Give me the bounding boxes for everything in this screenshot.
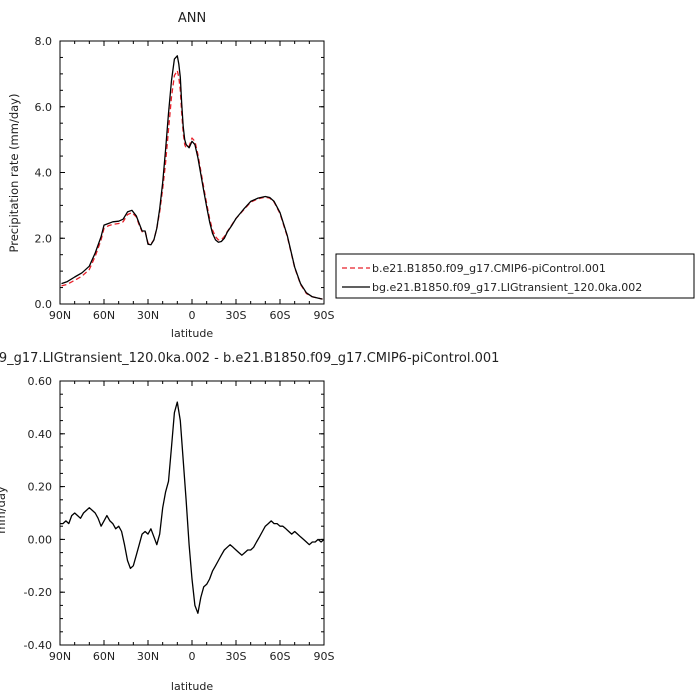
x-tick-label: 90S — [314, 309, 335, 322]
x-tick-label: 60N — [93, 650, 115, 663]
x-tick-label: 90N — [49, 309, 71, 322]
y-tick-label: 0.20 — [28, 481, 53, 494]
y-tick-label: 2.0 — [35, 232, 53, 245]
x-tick-label: 60N — [93, 309, 115, 322]
x-tick-label: 60S — [270, 309, 291, 322]
y-tick-label: 0.40 — [28, 428, 53, 441]
bottom-y-axis-label: mm/day — [0, 486, 8, 534]
x-tick-label: 60S — [270, 650, 291, 663]
top-x-axis-label: latitude — [171, 327, 213, 340]
top-panel: ANN Precipitation rate (mm/day) latitude… — [7, 11, 335, 340]
bottom-panel: bg.e21.B1850.f09_g17.LIGtransient_120.0k… — [0, 351, 499, 693]
x-tick-label: 0 — [189, 309, 196, 322]
x-tick-label: 0 — [189, 650, 196, 663]
x-tick-label: 30S — [226, 309, 247, 322]
series-line-0ka — [61, 55, 323, 300]
series-line-cmip6-picontrol — [61, 69, 323, 300]
legend: b.e21.B1850.f09_g17.CMIP6-piControl.001 … — [335, 253, 695, 299]
bottom-x-axis-label: latitude — [171, 680, 213, 693]
bottom-axis-ticks: 90N 60N 30N 0 30S 60S 90S -0.40 -0.20 0.00 0.20 0.4… — [24, 375, 335, 663]
y-tick-label: 0.0 — [35, 298, 53, 311]
legend-box — [335, 253, 695, 299]
bottom-plot-frame — [59, 380, 325, 646]
bottom-chart-title: bg.e21.B1850.f09_g17.LIGtransient_120.0k… — [0, 351, 499, 366]
x-tick-label: 90S — [314, 650, 335, 663]
y-tick-label: 4.0 — [35, 167, 53, 180]
top-axis-ticks: 90N 60N 30N 0 30S 60S 90S 0.0 2.0 4.0 6.0 8.0 — [35, 35, 335, 322]
y-tick-label: -0.20 — [24, 586, 52, 599]
y-tick-label: 0.60 — [28, 375, 53, 388]
legend-entry-picontrol: b.e21.B1850.f09_g17.CMIP6-piControl.001 — [372, 262, 606, 275]
y-tick-label: -0.40 — [24, 639, 52, 652]
y-tick-label: 8.0 — [35, 35, 53, 48]
top-series-lines — [61, 55, 323, 300]
y-tick-label: 6.0 — [35, 101, 53, 114]
legend-entry-ligtransient: bg.e21.B1850.f09_g17.LIGtransient_120.0k… — [372, 281, 642, 294]
y-tick-label: 0.00 — [28, 533, 53, 546]
top-y-axis-label: Precipitation rate (mm/day) — [7, 94, 21, 253]
top-chart-title: ANN — [178, 11, 206, 26]
series-line-difference — [60, 401, 325, 614]
x-tick-label: 30N — [137, 650, 159, 663]
x-tick-label: 30N — [137, 309, 159, 322]
top-plot-frame — [59, 40, 325, 305]
x-tick-label: 30S — [226, 650, 247, 663]
x-tick-label: 90N — [49, 650, 71, 663]
bottom-series-lines — [60, 401, 325, 614]
